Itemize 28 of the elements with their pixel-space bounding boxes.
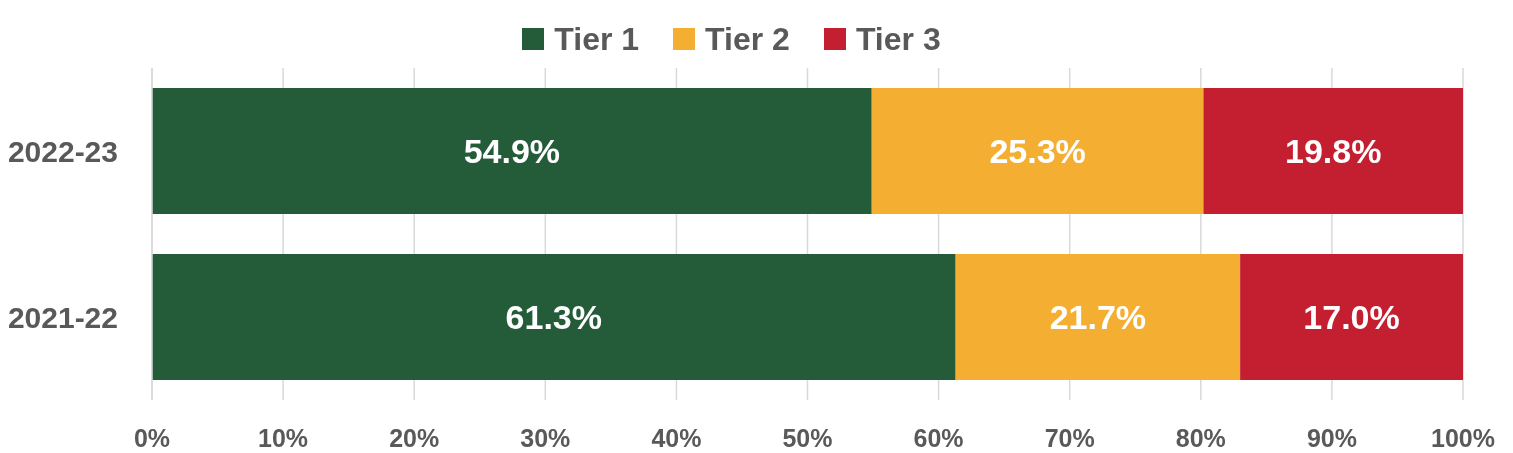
data-label: 21.7% (1049, 297, 1147, 336)
data-label: 25.3% (989, 131, 1086, 170)
bar (152, 87, 872, 214)
x-tick-label: 70% (1044, 424, 1095, 452)
x-tick-label: 0% (133, 424, 171, 452)
x-tick-label: 30% (520, 424, 571, 452)
legend-label: Tier 2 (705, 20, 790, 58)
data-label: 54.9% (463, 131, 561, 170)
x-tick-label: 100% (1431, 424, 1495, 452)
data-label: 17.0% (1303, 297, 1400, 336)
x-tick-label: 90% (1306, 424, 1357, 452)
bar (1240, 253, 1463, 380)
y-tick-label: 2022-23 (7, 134, 118, 168)
bar (955, 253, 1241, 380)
data-label: 61.3% (505, 297, 603, 336)
data-label: 19.8% (1285, 131, 1382, 170)
bar (871, 87, 1204, 214)
legend-label: Tier 1 (554, 20, 640, 58)
x-tick-label: 80% (1175, 424, 1226, 452)
x-tick-label: 10% (258, 424, 309, 452)
y-tick-label: 2021-22 (7, 300, 118, 334)
x-tick-label: 20% (389, 424, 440, 452)
x-tick-label: 60% (913, 424, 964, 452)
bar (1203, 87, 1463, 214)
legend-label: Tier 3 (855, 20, 941, 58)
x-tick-label: 50% (782, 424, 833, 452)
x-tick-label: 40% (651, 424, 702, 452)
bar (152, 253, 956, 380)
